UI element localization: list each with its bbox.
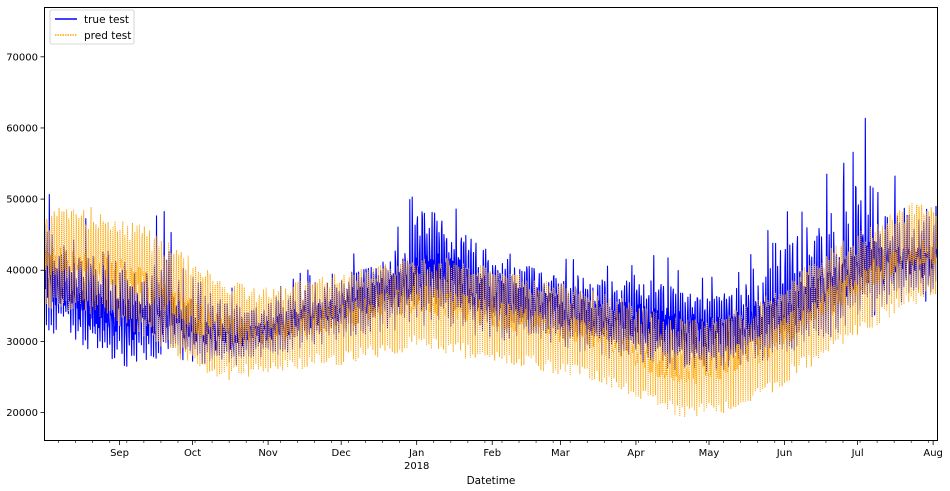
x-tick-label: Apr [627,448,645,459]
x-axis-label: Datetime [467,475,516,487]
x-tick-label: Oct [184,448,201,459]
series-line-pred-test [44,202,938,417]
plot-frame [44,7,938,441]
x-tick-label: Nov [258,448,278,459]
series-layer [44,117,938,417]
x-tick-label: Sep [110,448,129,459]
y-tick-label: 60000 [6,123,38,134]
y-tick-label: 50000 [6,195,38,206]
x-tick-label: May [699,448,720,459]
x-tick-label: Mar [551,448,571,459]
legend-label: pred test [84,30,131,42]
x-tick-label: Feb [483,448,501,459]
y-tick-label: 20000 [6,408,38,419]
x-tick-label: Jul [851,448,864,459]
legend: true test pred test [49,9,135,45]
y-tick-label: 30000 [6,337,38,348]
x-axis: Sep Oct Nov Dec Jan 2018 Feb Mar Apr May Jun Jul Aug [58,441,943,472]
series-line-true-test [44,117,938,373]
x-tick-sublabel: 2018 [404,461,429,472]
x-tick-label: Jun [776,448,793,459]
x-tick-label: Jan [408,448,424,459]
y-axis: 20000 30000 40000 50000 60000 70000 [6,52,44,419]
x-tick-label: Dec [332,448,351,459]
legend-label: true test [84,14,129,26]
x-tick-label: Aug [923,448,943,459]
y-tick-label: 40000 [6,266,38,277]
y-tick-label: 70000 [6,52,38,63]
